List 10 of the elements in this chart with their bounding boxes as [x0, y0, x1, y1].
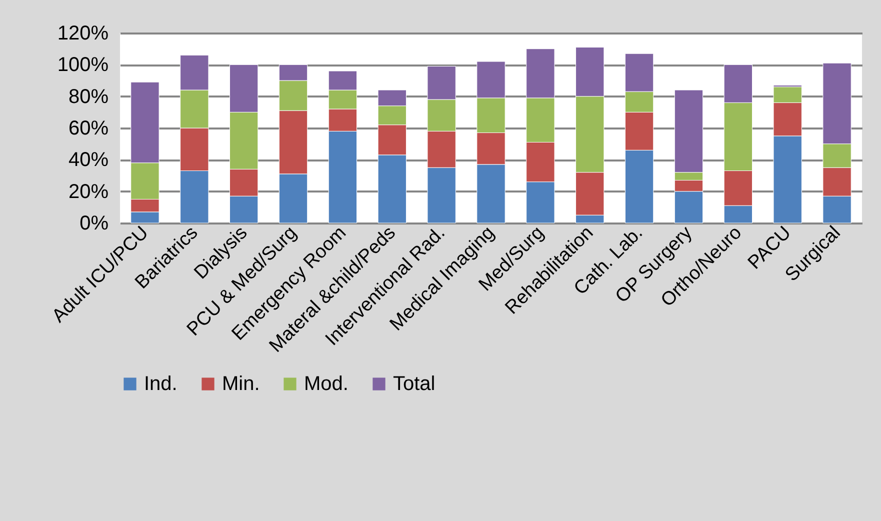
legend-label: Mod. — [304, 373, 348, 395]
y-tick-label: 120% — [57, 22, 109, 44]
legend-label: Min. — [222, 373, 260, 395]
y-tick-label: 60% — [68, 118, 109, 140]
legend-label: Total — [393, 373, 436, 395]
y-tick-label: 20% — [68, 180, 109, 203]
legend-label: Ind. — [144, 373, 178, 395]
y-tick-label: 100% — [57, 54, 109, 76]
y-tick-label: 40% — [68, 149, 109, 172]
y-tick-label: 80% — [68, 86, 109, 108]
